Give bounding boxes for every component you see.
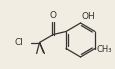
- Text: CH₃: CH₃: [96, 45, 111, 54]
- Text: Cl: Cl: [15, 38, 24, 47]
- Text: O: O: [49, 12, 56, 20]
- Text: OH: OH: [81, 12, 94, 21]
